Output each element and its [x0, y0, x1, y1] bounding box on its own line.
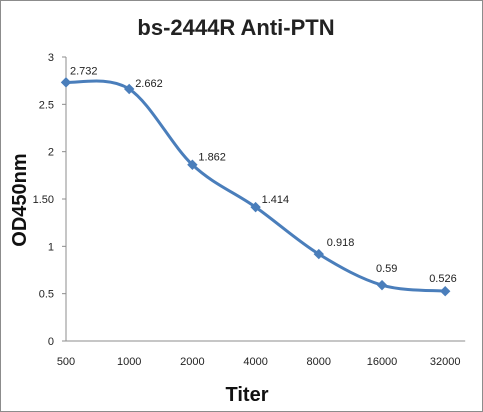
- data-label: 0.918: [327, 237, 355, 249]
- y-tick-label: 0.5: [39, 289, 54, 301]
- data-label: 0.526: [429, 273, 457, 285]
- x-tick-label: 32000: [430, 356, 461, 368]
- x-tick-label: 4000: [243, 356, 267, 368]
- x-tick-label: 8000: [307, 356, 331, 368]
- data-label: 2.732: [70, 65, 98, 77]
- data-label: 1.862: [198, 152, 226, 164]
- data-point: [123, 83, 135, 95]
- data-point: [313, 248, 325, 260]
- data-label: 0.59: [376, 263, 397, 275]
- y-tick-label: 1: [48, 241, 54, 253]
- y-tick-label: 0: [48, 336, 54, 348]
- y-tick-label: 1.50: [33, 194, 54, 206]
- y-tick-label: 2.5: [39, 99, 54, 111]
- data-point: [250, 201, 261, 213]
- x-tick-label: 16000: [367, 356, 398, 368]
- series-group: [60, 77, 451, 297]
- x-axis-title: Titer: [226, 384, 269, 406]
- data-label: 1.414: [262, 194, 290, 206]
- x-tick-labels: 500 1000 2000 4000 8000 16000 32000: [57, 356, 461, 368]
- data-point: [439, 285, 451, 297]
- x-tick-label: 1000: [117, 356, 141, 368]
- x-tick-label: 2000: [180, 356, 204, 368]
- y-tick-label: 2: [48, 147, 54, 159]
- axes: [62, 56, 466, 342]
- data-point: [376, 279, 388, 291]
- series-line: [65, 79, 446, 293]
- data-point: [60, 77, 72, 88]
- chart-title: bs-2444R Anti-PTN: [137, 15, 334, 40]
- data-labels: 2.732 2.662 1.862 1.414 0.918 0.59 0.526: [70, 65, 457, 285]
- data-label: 2.662: [135, 78, 163, 90]
- y-tick-label: 3: [48, 52, 54, 64]
- x-tick-label: 500: [57, 356, 75, 368]
- data-point: [187, 159, 198, 170]
- y-axis-title: OD450nm: [9, 153, 31, 246]
- y-tick-labels: 0 0.5 1 1.50 2 2.5 3: [33, 52, 54, 348]
